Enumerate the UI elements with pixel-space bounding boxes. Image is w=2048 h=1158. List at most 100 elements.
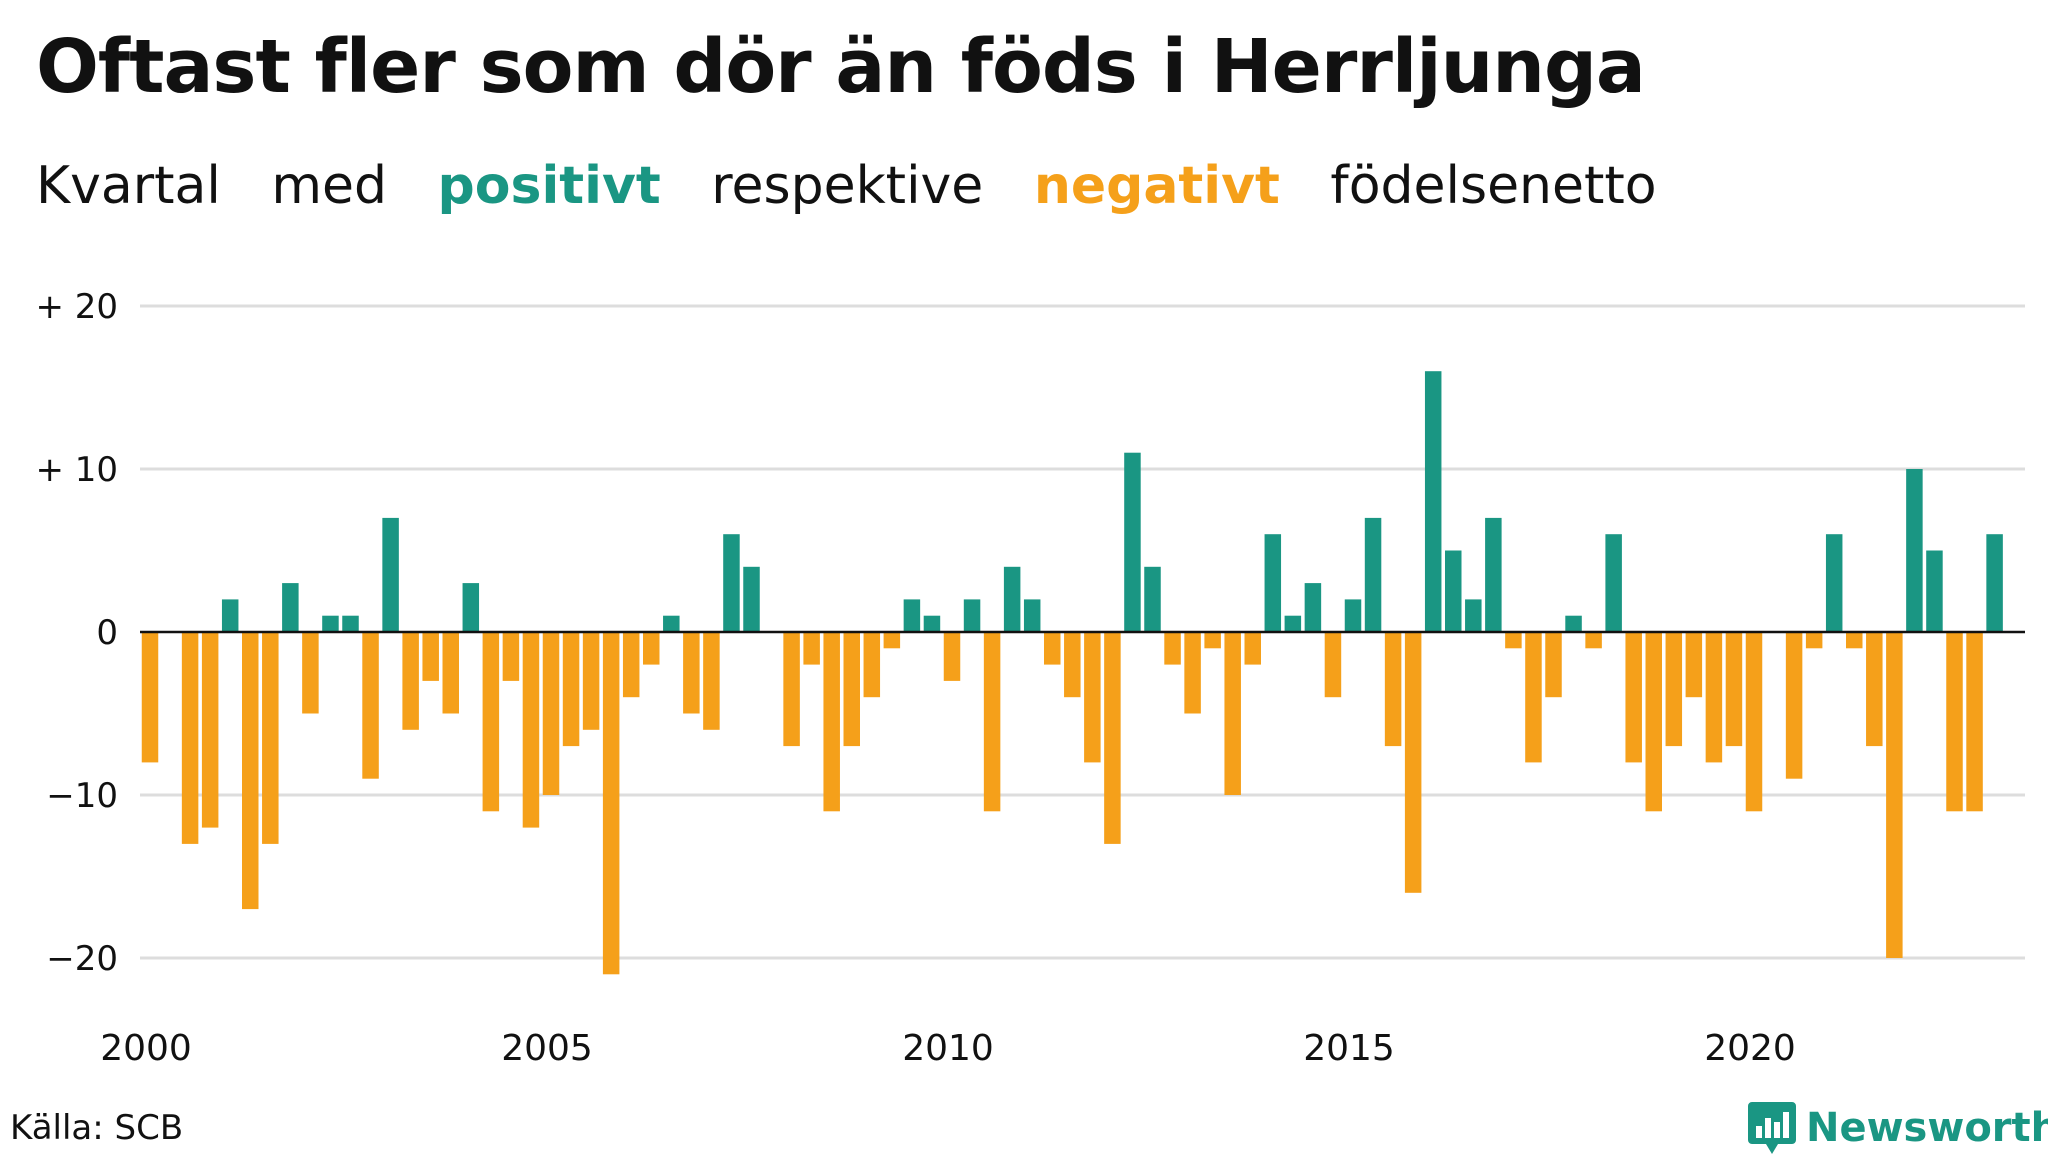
- x-tick-label: 2000: [100, 1028, 192, 1069]
- bar-positive: [1364, 517, 1382, 632]
- bar-negative: [622, 632, 640, 698]
- bar-positive: [282, 583, 299, 632]
- bar-positive: [382, 517, 399, 632]
- bar-negative: [1725, 632, 1743, 747]
- bar-negative: [1384, 632, 1402, 747]
- y-tick-label: + 10: [35, 450, 118, 490]
- bar-positive: [1264, 534, 1282, 632]
- bar-positive: [743, 566, 760, 632]
- bar-negative: [1505, 632, 1522, 649]
- bar-negative: [1645, 632, 1662, 812]
- bar-positive: [1284, 615, 1302, 632]
- bar-negative: [643, 632, 660, 665]
- bar-negative: [141, 632, 159, 763]
- bar-negative: [1846, 632, 1863, 649]
- bar-negative: [1184, 632, 1201, 714]
- bar-negative: [1324, 632, 1342, 698]
- newsworthy-logo-icon: [1748, 1102, 1796, 1154]
- subtitle-positive-word: positivt: [437, 156, 661, 216]
- bar-negative: [422, 632, 439, 681]
- bar-negative: [442, 632, 459, 714]
- bar-negative: [1585, 632, 1602, 649]
- bar-positive: [1445, 550, 1462, 632]
- bar-positive: [903, 599, 921, 632]
- bar-positive: [342, 615, 359, 632]
- bar-positive: [1906, 469, 1923, 632]
- bar-positive: [1144, 566, 1161, 632]
- bar-positive: [1825, 534, 1843, 632]
- bar-negative: [1404, 632, 1422, 893]
- subtitle-word: respektive: [711, 156, 984, 216]
- subtitle-word: födelsenetto: [1330, 156, 1657, 216]
- bar-negative: [602, 632, 620, 975]
- bar-negative: [582, 632, 600, 730]
- bar-negative: [863, 632, 881, 698]
- x-tick-label: 2010: [902, 1028, 994, 1069]
- bar-negative: [1064, 632, 1081, 698]
- bar-positive: [963, 599, 981, 632]
- bar-negative: [1104, 632, 1121, 844]
- bar-negative: [983, 632, 1001, 812]
- bar-negative: [201, 632, 219, 828]
- bar-negative: [1084, 632, 1101, 763]
- bar-positive: [1124, 452, 1141, 632]
- subtitle-word: Kvartal: [36, 156, 221, 216]
- bar-negative: [1705, 632, 1723, 763]
- brand-name: Newsworthy: [1806, 1105, 2048, 1151]
- bar-negative: [522, 632, 540, 828]
- brand-logo: Newsworthy: [1748, 1098, 2048, 1158]
- bar-negative: [1785, 632, 1803, 779]
- bar-negative: [1665, 632, 1683, 747]
- bar-negative: [242, 632, 259, 910]
- chart-title: Oftast fler som dör än föds i Herrljunga: [36, 24, 1646, 110]
- bar-negative: [402, 632, 419, 730]
- bar-negative: [1886, 632, 1903, 958]
- bar-positive: [1565, 615, 1582, 632]
- bar-positive: [663, 615, 680, 632]
- bar-negative: [1625, 632, 1642, 763]
- bar-negative: [883, 632, 901, 649]
- bar-negative: [1745, 632, 1763, 812]
- bar-positive: [1485, 517, 1502, 632]
- source-note: Källa: SCB: [10, 1108, 184, 1148]
- bar-positive: [1926, 550, 1943, 632]
- bar-positive: [1023, 599, 1041, 632]
- bar-positive: [1605, 534, 1622, 632]
- bar-negative: [1805, 632, 1823, 649]
- bar-positive: [1304, 583, 1322, 632]
- y-tick-label: −10: [46, 776, 118, 816]
- y-tick-label: + 20: [35, 287, 118, 327]
- bar-negative: [823, 632, 840, 812]
- bar-negative: [181, 632, 199, 844]
- bar-positive: [1003, 566, 1021, 632]
- bar-negative: [1224, 632, 1241, 795]
- bar-negative: [542, 632, 560, 795]
- bar-negative: [1685, 632, 1703, 698]
- bar-negative: [1866, 632, 1883, 747]
- x-tick-label: 2005: [501, 1028, 593, 1069]
- bar-positive: [462, 583, 480, 632]
- subtitle-word: med: [271, 156, 388, 216]
- bar-positive: [923, 615, 941, 632]
- bar-positive: [1344, 599, 1362, 632]
- bar-negative: [482, 632, 500, 812]
- subtitle-negative-word: negativt: [1033, 156, 1280, 216]
- bar-negative: [362, 632, 379, 779]
- y-tick-label: −20: [46, 939, 118, 979]
- bar-positive: [322, 615, 339, 632]
- bar-negative: [803, 632, 820, 665]
- bar-positive: [723, 534, 740, 632]
- bar-negative: [502, 632, 520, 681]
- bar-negative: [1545, 632, 1562, 698]
- y-tick-label: 0: [96, 613, 118, 653]
- bar-negative: [1946, 632, 1963, 812]
- bar-positive: [221, 599, 239, 632]
- bar-positive: [1986, 534, 2003, 632]
- bar-negative: [302, 632, 319, 714]
- bar-negative: [1966, 632, 1983, 812]
- bar-negative: [562, 632, 580, 747]
- bar-negative: [783, 632, 800, 747]
- bar-negative: [1244, 632, 1261, 665]
- bar-positive: [1424, 371, 1442, 632]
